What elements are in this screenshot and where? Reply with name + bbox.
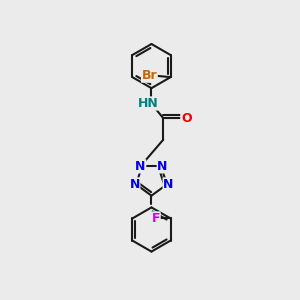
Text: HN: HN: [138, 97, 158, 110]
Text: Br: Br: [142, 69, 157, 82]
Text: N: N: [129, 178, 140, 191]
Text: N: N: [135, 160, 146, 173]
Text: N: N: [163, 178, 173, 191]
Text: F: F: [152, 212, 160, 225]
Text: N: N: [157, 160, 168, 173]
Text: O: O: [181, 112, 191, 125]
